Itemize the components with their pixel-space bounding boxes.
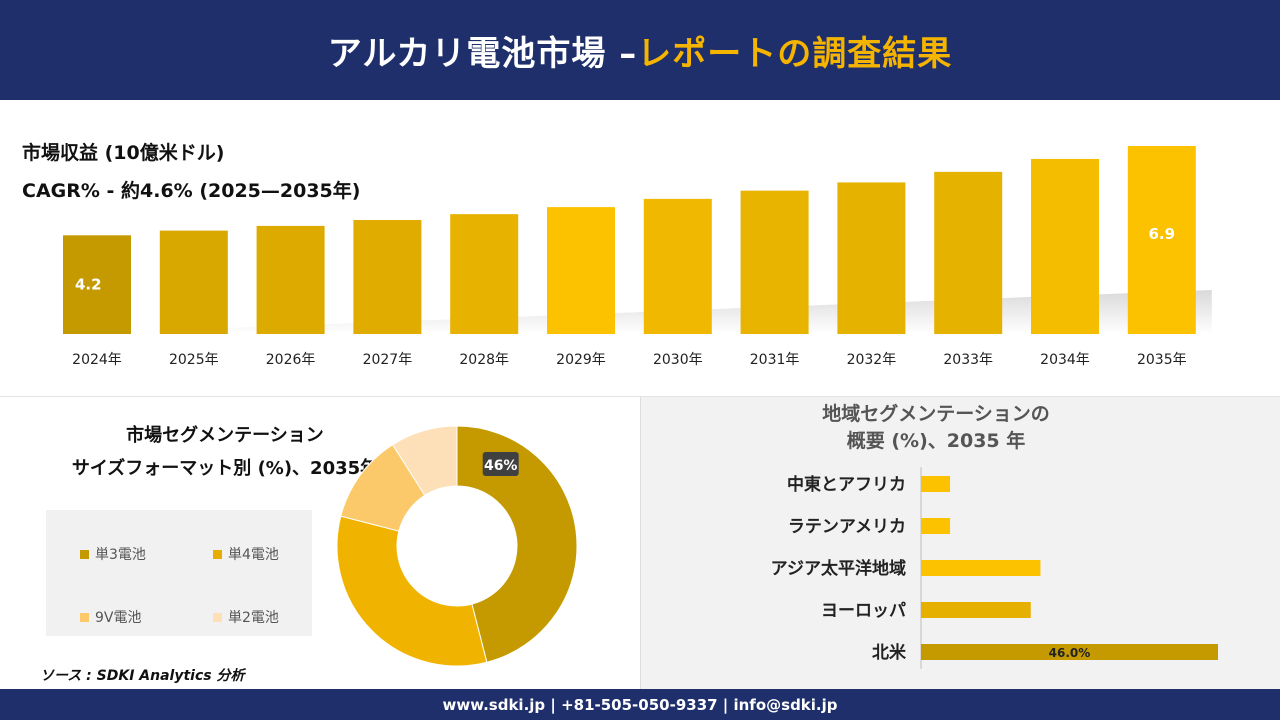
revenue-bar	[63, 235, 131, 334]
region-bar	[921, 644, 1218, 660]
legend-item: 単3電池	[80, 544, 146, 564]
x-tick-label: 2030年	[653, 352, 703, 368]
legend-swatch	[80, 612, 89, 622]
section-divider	[0, 396, 1280, 397]
footer-contact: www.sdki.jp | +81-505-050-9337 | info@sd…	[442, 695, 838, 714]
page-title-accent: レポートの調査結果	[637, 33, 953, 74]
revenue-bar	[450, 214, 519, 334]
revenue-bar	[159, 230, 228, 334]
cagr-label: CAGR% - 約4.6% (2025—2035年)	[22, 180, 361, 202]
donut-data-label: 46%	[484, 458, 518, 474]
x-tick-label: 2032年	[847, 352, 897, 368]
legend-swatch	[80, 549, 89, 559]
region-category-label: 北米	[872, 642, 907, 663]
revenue-label: 市場収益 (10億米ドル)	[22, 142, 225, 164]
segment-title-line1: 市場セグメンテーション	[126, 425, 324, 446]
x-tick-label: 2028年	[459, 352, 509, 368]
bar-data-label: 4.2	[75, 276, 102, 294]
segment-title-line2: サイズフォーマット別 (%)、2035年	[71, 458, 379, 479]
header-banner: アルカリ電池市場 –レポートの調査結果	[0, 0, 1280, 100]
region-bar	[921, 476, 951, 492]
page-title-main: アルカリ電池市場 –	[327, 33, 638, 74]
revenue-bar	[1031, 158, 1099, 334]
region-category-label: アジア太平洋地域	[771, 558, 906, 579]
region-bar	[921, 602, 1031, 618]
x-tick-label: 2034年	[1040, 352, 1090, 368]
region-category-label: 中東とアフリカ	[787, 474, 906, 495]
x-tick-label: 2025年	[169, 352, 219, 368]
legend-swatch	[213, 549, 222, 559]
revenue-section: 2024年 4.2 2025年 2026年 2027年 2028年 2029年 2030年 20…	[0, 100, 1280, 396]
segment-legend: 単3電池 単4電池 9V電池 単2電池	[46, 510, 312, 636]
region-category-label: ラテンアメリカ	[788, 517, 906, 537]
region-title: 地域セグメンテーションの 概要 (%)、2035 年	[791, 401, 1081, 455]
region-bar	[921, 560, 1041, 576]
revenue-bar-chart: 2024年 4.2 2025年 2026年 2027年 2028年 2029年 2030年 20…	[63, 146, 1212, 368]
segment-donut-chart: 46%	[336, 425, 578, 667]
revenue-bar	[643, 198, 712, 334]
region-category-label: ヨーロッパ	[821, 601, 906, 621]
legend-label: 単2電池	[228, 610, 279, 626]
x-tick-label: 2029年	[556, 352, 606, 368]
legend-item: 9V電池	[80, 607, 141, 627]
segment-section: 市場セグメンテーション サイズフォーマット別 (%)、2035年 単3電池 単4…	[0, 397, 640, 689]
revenue-bar	[353, 220, 422, 334]
legend-item: 単4電池	[213, 544, 279, 564]
footer-bar: www.sdki.jp | +81-505-050-9337 | info@sd…	[0, 689, 1280, 720]
region-bar	[921, 518, 951, 534]
region-title-line1: 地域セグメンテーションの	[822, 403, 1050, 425]
vertical-divider	[640, 397, 641, 689]
bar-data-label: 6.9	[1149, 225, 1176, 243]
region-title-line2: 概要 (%)、2035 年	[846, 430, 1026, 452]
legend-swatch	[213, 612, 222, 622]
donut-label-box	[482, 452, 519, 477]
source-note: ソース : SDKI Analytics 分析	[40, 668, 245, 684]
x-tick-label: 2024年	[72, 352, 122, 368]
x-tick-label: 2027年	[363, 352, 413, 368]
region-section: 地域セグメンテーションの 概要 (%)、2035 年 中東とアフリカ ラテンアメリ…	[641, 397, 1280, 689]
legend-label: 単4電池	[228, 547, 279, 563]
x-tick-label: 2031年	[750, 352, 800, 368]
legend-label: 単3電池	[95, 547, 146, 563]
donut-slice	[456, 425, 578, 663]
region-data-label: 46.0%	[1049, 646, 1091, 660]
revenue-bar	[256, 225, 325, 334]
revenue-bar	[837, 182, 906, 334]
x-tick-label: 2035年	[1137, 352, 1187, 368]
revenue-bar	[1127, 146, 1196, 334]
revenue-bar	[740, 190, 809, 334]
legend-item: 単2電池	[213, 607, 279, 627]
revenue-bar	[934, 171, 1003, 334]
segment-title: 市場セグメンテーション サイズフォーマット別 (%)、2035年	[30, 419, 420, 485]
donut-slice	[336, 515, 488, 667]
page-title: アルカリ電池市場 –レポートの調査結果	[328, 26, 952, 75]
donut-slice	[392, 425, 458, 497]
x-tick-label: 2033年	[943, 352, 993, 368]
revenue-bar	[547, 207, 615, 334]
legend-label: 9V電池	[95, 610, 142, 626]
x-tick-label: 2026年	[266, 352, 316, 368]
